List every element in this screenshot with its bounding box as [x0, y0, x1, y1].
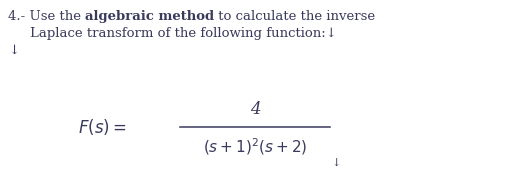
Text: $(s + 1)^{2}(s + 2)$: $(s + 1)^{2}(s + 2)$ — [203, 137, 307, 157]
Text: ↓: ↓ — [8, 44, 19, 57]
Text: 4.- Use the: 4.- Use the — [8, 10, 85, 23]
Text: algebraic method: algebraic method — [85, 10, 214, 23]
Text: to calculate the inverse: to calculate the inverse — [214, 10, 376, 23]
Text: Laplace transform of the following function:↓: Laplace transform of the following funct… — [30, 27, 337, 40]
Text: ↓: ↓ — [332, 159, 342, 169]
Text: 4: 4 — [250, 101, 260, 117]
Text: $\mathit{F}(s) =$: $\mathit{F}(s) =$ — [78, 117, 127, 137]
